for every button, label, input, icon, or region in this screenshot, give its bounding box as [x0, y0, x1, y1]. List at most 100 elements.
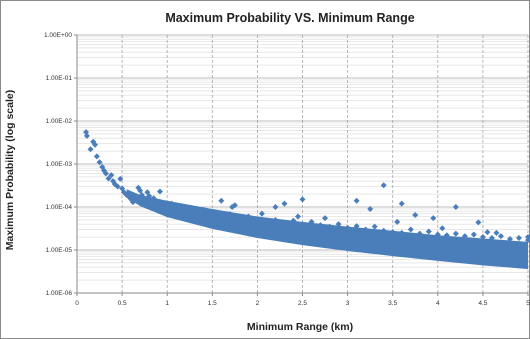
data-point — [156, 188, 163, 195]
data-point — [430, 215, 437, 222]
x-tick-label: 0 — [75, 300, 79, 307]
data-point — [186, 204, 193, 211]
data-point — [290, 217, 297, 224]
data-point — [425, 228, 432, 235]
data-points — [83, 129, 530, 245]
data-point — [308, 218, 315, 225]
data-point — [335, 221, 342, 228]
data-point — [362, 226, 369, 233]
data-cloud — [126, 189, 529, 270]
data-point — [245, 213, 252, 220]
data-point — [349, 227, 356, 234]
data-point — [209, 209, 216, 216]
data-point — [141, 197, 148, 204]
data-point — [484, 229, 491, 236]
x-tick-label: 3 — [346, 300, 350, 307]
data-point — [108, 172, 115, 179]
data-point — [416, 230, 423, 237]
data-point — [299, 196, 306, 203]
data-point — [412, 212, 419, 219]
x-tick-label: 3.5 — [388, 300, 397, 307]
data-point — [299, 221, 306, 228]
data-point — [177, 204, 184, 210]
data-point — [147, 202, 154, 209]
data-point — [173, 208, 180, 215]
data-point — [155, 199, 162, 206]
data-point — [114, 183, 121, 190]
data-point — [281, 200, 288, 207]
data-point — [407, 226, 414, 233]
data-cloud-band — [126, 189, 529, 270]
data-point — [371, 223, 378, 230]
data-point — [398, 200, 405, 207]
data-point — [146, 193, 153, 200]
x-tick-label: 1.5 — [208, 300, 217, 307]
data-point — [191, 210, 198, 217]
data-point — [102, 170, 109, 177]
data-point — [380, 227, 387, 234]
data-point — [96, 159, 103, 166]
data-point — [204, 212, 211, 219]
data-point — [263, 218, 270, 225]
data-point — [525, 234, 530, 241]
data-point — [164, 205, 171, 212]
y-tick-label: 1.00E-03 — [46, 161, 73, 168]
y-tick-label: 1.00E-04 — [46, 204, 73, 211]
data-point — [452, 204, 459, 210]
y-tick-label: 1.00E-01 — [46, 75, 73, 82]
data-point — [479, 234, 486, 241]
data-point — [92, 141, 99, 148]
data-point — [227, 211, 234, 218]
data-point — [434, 231, 441, 238]
data-point — [317, 222, 324, 229]
data-point — [439, 225, 446, 232]
data-point — [380, 182, 387, 189]
x-axis-label: Minimum Range (km) — [247, 321, 353, 333]
data-point — [353, 223, 360, 230]
data-point — [150, 195, 157, 202]
data-point — [272, 204, 279, 210]
data-point — [200, 207, 207, 214]
data-point — [83, 132, 90, 139]
data-point — [218, 213, 225, 220]
data-point — [344, 224, 351, 231]
data-point — [132, 195, 139, 202]
data-point — [182, 209, 189, 216]
data-point — [117, 175, 124, 182]
data-point — [488, 238, 495, 245]
data-point — [218, 197, 225, 204]
data-point — [515, 235, 522, 242]
data-point — [129, 199, 136, 206]
data-point — [272, 216, 279, 223]
data-point — [93, 153, 100, 160]
data-point — [353, 197, 360, 204]
y-tick-label: 1.00E+00 — [44, 32, 72, 39]
y-tick-label: 1.00E-02 — [46, 118, 73, 125]
x-tick-label: 2 — [256, 300, 260, 307]
data-point — [475, 219, 482, 226]
data-point — [470, 231, 477, 238]
data-point — [461, 233, 468, 240]
x-tick-label: 4.5 — [478, 300, 487, 307]
x-tick-label: 1 — [165, 300, 169, 307]
data-point — [398, 229, 405, 236]
data-point — [389, 229, 396, 236]
x-tick-label: 4 — [436, 300, 440, 307]
y-axis-label: Maximum Probability (log scale) — [4, 90, 16, 250]
data-point — [326, 223, 333, 230]
data-point — [497, 233, 504, 240]
y-tick-label: 1.00E-06 — [46, 290, 73, 297]
data-point — [443, 232, 450, 239]
data-point — [506, 236, 513, 243]
data-point — [294, 213, 301, 220]
data-point — [137, 187, 144, 194]
plot-area — [76, 34, 530, 294]
data-point — [236, 215, 243, 222]
data-point — [153, 204, 160, 211]
x-axis-ticks: 0 0.5 1 1.5 2 2.5 3 3.5 4 4.5 5 — [75, 293, 530, 307]
data-point — [87, 146, 94, 153]
data-point — [281, 220, 288, 227]
